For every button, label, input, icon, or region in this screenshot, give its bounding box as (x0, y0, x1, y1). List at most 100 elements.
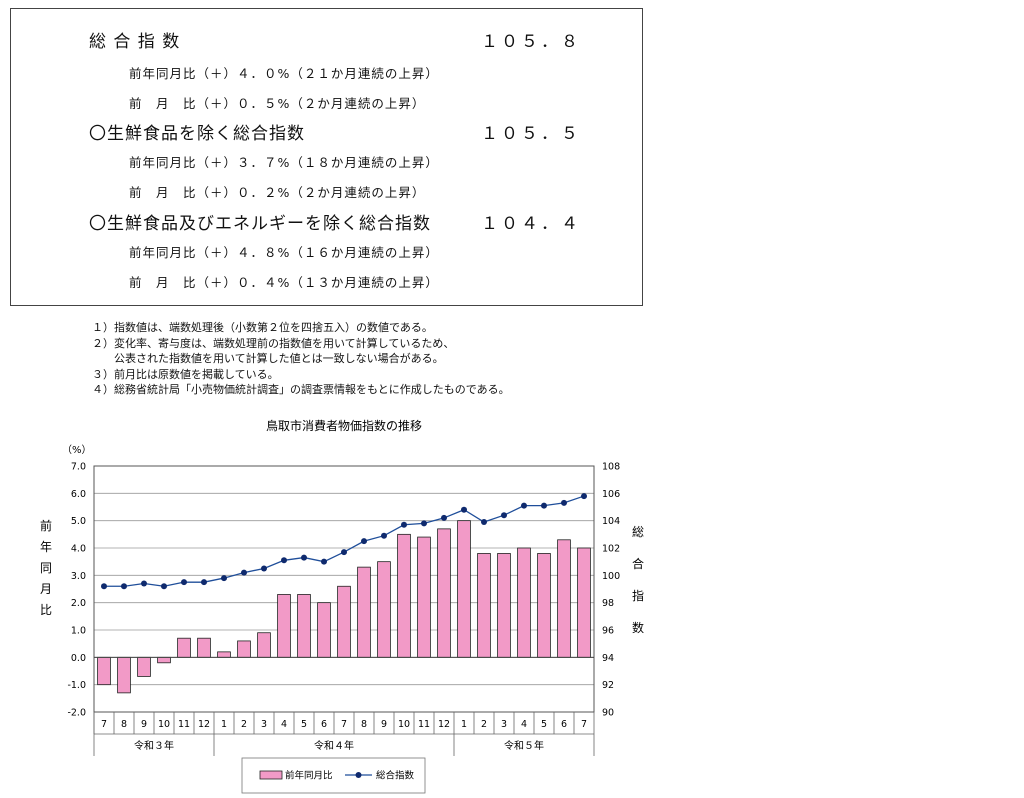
bar (577, 547, 591, 658)
x-tick-label: 12 (438, 719, 450, 730)
legend-line-label: 総合指数 (376, 770, 415, 782)
index-point (341, 549, 347, 556)
bar (517, 547, 531, 658)
y2-tick-label: 102 (602, 544, 620, 555)
index-point (381, 532, 387, 539)
x-tick-label: 11 (178, 719, 190, 730)
plot-frame (93, 465, 595, 713)
y2-tick-label: 98 (602, 598, 614, 609)
index-point (101, 583, 107, 590)
x-tick-label: 2 (481, 719, 487, 730)
y2-tick-label: 90 (602, 708, 614, 719)
group-label: 令和３年 (134, 739, 174, 752)
x-tick-label: 10 (158, 719, 170, 730)
y2-axis-title-char: 合 (632, 556, 644, 571)
bar (237, 640, 251, 658)
index-point (281, 557, 287, 564)
group-label: 令和５年 (504, 739, 544, 752)
y-tick-label: -1.0 (67, 680, 86, 691)
y2-axis-title-char: 指 (632, 588, 644, 603)
index-point (181, 579, 187, 586)
index-point (441, 514, 447, 521)
y-axis-title-char: 同 (40, 561, 52, 575)
index-point (501, 512, 507, 519)
index-point (121, 583, 127, 590)
index-point (581, 493, 587, 500)
x-tick-label: 4 (521, 719, 527, 730)
x-tick-label: 1 (461, 719, 467, 730)
index-point (561, 499, 567, 506)
bar (417, 536, 431, 658)
y2-axis-title-char: 総 (632, 525, 644, 539)
sub-line-2a: 前年同月比（＋）３．７%（１８か月連続の上昇） (129, 155, 439, 170)
y-tick-label: 5.0 (71, 516, 86, 527)
main-title-3: 〇生鮮食品及びエネルギーを除く総合指数 (89, 214, 431, 234)
index-point (301, 554, 307, 561)
x-tick-label: 6 (321, 719, 327, 730)
bar (277, 594, 291, 658)
group-label: 令和４年 (314, 739, 354, 752)
bar (537, 553, 551, 658)
bar (457, 520, 471, 658)
y2-tick-label: 96 (602, 626, 614, 637)
bar (137, 656, 151, 677)
sub-line-3a: 前年同月比（＋）４．８%（１６か月連続の上昇） (129, 245, 439, 260)
y-tick-label: 6.0 (71, 489, 86, 500)
sub-line-1a: 前年同月比（＋）４．０%（２１か月連続の上昇） (129, 66, 439, 81)
bar (437, 528, 451, 658)
y-axis-title-char: 月 (40, 582, 52, 596)
index-point (401, 521, 407, 528)
legend-bar-swatch (259, 770, 283, 780)
bar (397, 533, 411, 658)
bar (257, 632, 271, 658)
index-line (104, 495, 585, 587)
y2-tick-label: 106 (602, 489, 620, 500)
x-tick-label: 1 (221, 719, 227, 730)
y-tick-label: 7.0 (71, 462, 86, 473)
y-tick-label: 2.0 (71, 598, 86, 609)
bar (557, 539, 571, 658)
index-point (521, 502, 527, 509)
x-tick-label: 5 (301, 719, 307, 730)
x-tick-label: 7 (581, 719, 587, 730)
index-point (161, 583, 167, 590)
note-2: ２）変化率、寄与度は、端数処理前の指数値を用いて計算しているため、 (92, 336, 455, 350)
y-tick-label: 3.0 (71, 571, 86, 582)
y-tick-label: 0.0 (71, 653, 86, 664)
y2-axis-title-char: 数 (632, 620, 644, 635)
bar (157, 656, 171, 664)
x-tick-label: 9 (381, 719, 387, 730)
main-value-3: １０４．４ (481, 214, 581, 234)
index-point (421, 520, 427, 527)
legend-line-marker (355, 772, 362, 778)
y2-tick-label: 92 (602, 680, 614, 691)
summary-box: 総 合 指 数 １０５．８ 前年同月比（＋）４．０%（２１か月連続の上昇） 前 … (10, 8, 643, 306)
left-unit-label: （%） (62, 444, 92, 456)
note-3: ３）前月比は原数値を掲載している。 (92, 367, 279, 381)
y2-tick-label: 104 (602, 516, 620, 527)
main-value-1: １０５．８ (481, 32, 581, 52)
x-tick-label: 11 (418, 719, 430, 730)
x-tick-label: 12 (198, 719, 210, 730)
y-tick-label: -2.0 (67, 708, 86, 719)
y-axis-title-char: 年 (40, 540, 52, 554)
x-tick-label: 8 (361, 719, 367, 730)
y-axis-title-char: 前 (40, 518, 52, 533)
note-1: １）指数値は、端数処理後（小数第２位を四捨五入）の数値である。 (92, 321, 433, 334)
x-tick-label: 3 (261, 719, 267, 730)
bar (97, 656, 111, 686)
main-value-2: １０５．５ (481, 124, 581, 144)
bar (297, 594, 311, 658)
x-tick-label: 7 (101, 719, 107, 730)
sub-line-2b: 前 月 比（＋）０．２%（２か月連続の上昇） (129, 185, 426, 200)
bar (357, 566, 371, 658)
x-tick-label: 6 (561, 719, 567, 730)
bar (497, 553, 511, 658)
notes: １）指数値は、端数処理後（小数第２位を四捨五入）の数値である。 ２）変化率、寄与… (92, 320, 510, 398)
index-point (221, 575, 227, 582)
note-4: ４）総務省統計局「小売物価統計調査」の調査票情報をもとに作成したものである。 (92, 383, 510, 396)
bar (337, 585, 351, 658)
index-point (541, 502, 547, 509)
chart-title: 鳥取市消費者物価指数の推移 (266, 418, 422, 433)
sub-line-1b: 前 月 比（＋）０．５%（２か月連続の上昇） (129, 96, 426, 111)
